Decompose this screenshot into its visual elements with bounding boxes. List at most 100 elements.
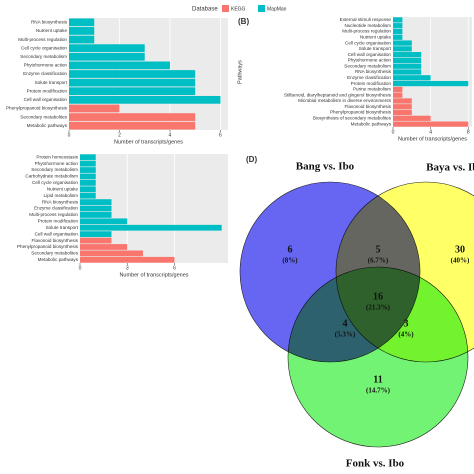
bar [69,44,145,53]
bar [69,95,221,104]
legend-swatch [258,5,265,12]
y-tick-label: Phytohormone action [348,58,392,63]
region-count: 5 [376,244,381,255]
y-tick-label: External stimuli response [340,17,392,22]
y-tick-label: Nucleotide metabolism [345,23,392,28]
legend-title: Database [192,7,218,13]
y-tick-label: Secondary metabolism [31,167,78,172]
x-tick-label: 6 [173,265,176,271]
bar [393,57,422,64]
region-percent: (4%) [398,331,414,339]
bar [80,167,96,173]
y-axis-title: Pathways [237,60,243,84]
y-tick-label: Phytohormone action [24,63,68,68]
legend-swatch [222,5,229,12]
bar [393,98,412,104]
y-tick-label: Phenylpropanoid biosynthesis [330,110,392,115]
bar [393,104,412,110]
bar [69,104,120,113]
bar [69,113,196,121]
panel-label: (D) [246,155,257,164]
bar [393,63,422,69]
bar [69,61,170,70]
region-percent: (5.3%) [335,331,356,339]
bar [69,35,95,44]
region-percent: (21.3%) [366,304,391,312]
y-tick-label: Cell wall organisation [348,52,392,57]
y-tick-label: Cell wall organisation [35,231,79,236]
bar [393,80,469,87]
bar [69,52,145,61]
y-tick-label: Enzyme classification [34,206,78,211]
x-tick-label: 6 [219,132,222,138]
bar [393,121,469,127]
y-tick-label: RNA biosynthesis [31,20,68,25]
bar [80,218,128,225]
bar [80,256,175,263]
bar [69,78,196,87]
y-tick-label: Cell cycle organisation [32,180,78,185]
region-percent: (6.7%) [368,257,389,265]
y-tick-label: Cell wall organisation [24,97,68,102]
y-tick-label: Lipid metabolism [44,193,79,198]
x-tick-label: 8 [467,129,470,135]
set-label: Fonk vs. Ibo [346,458,405,470]
y-tick-label: Nutrient uptake [36,28,68,33]
y-tick-label: Protein homeostasis [36,154,78,159]
bar [80,224,222,231]
y-tick-label: Secondary metabolism [20,54,67,59]
bar [80,173,96,180]
y-tick-label: Cell cycle organisation [21,45,67,50]
region-count: 11 [373,374,382,385]
bar [80,231,112,238]
bar [393,69,422,75]
region-count: 4 [343,318,348,329]
y-tick-label: Protein modification [27,88,68,93]
bar [80,250,143,257]
y-tick-label: Multi-process regulation [29,212,78,217]
x-tick-label: 2 [118,132,121,138]
y-tick-label: Flavonoid biosynthesis [32,238,79,243]
x-axis-title: Number of transcripts/genes [119,272,188,278]
bar [80,179,96,186]
bar [393,109,412,116]
y-tick-label: RNA biosynthesis [355,69,392,74]
bar [69,121,196,130]
bar [80,160,96,167]
x-tick-label: 0 [68,132,71,138]
y-tick-label: Stilbenoid, diarylheptanoid and gingerol… [284,92,392,97]
y-tick-label: Solute transport [46,225,79,230]
bar [69,18,95,27]
y-tick-label: Phytohormone action [35,161,79,166]
y-tick-label: Biosynthesis of secondary metabolites [313,116,392,121]
region-count: 30 [455,244,465,255]
region-percent: (8%) [282,257,298,265]
bar [80,205,112,212]
bar [393,23,403,29]
bar [393,34,403,40]
y-tick-label: Microbial metabolism in diverse environm… [298,98,392,103]
x-axis-title: Number of transcripts/genes [398,136,467,142]
x-tick-label: 3 [126,265,129,271]
bar [69,87,196,96]
bar [69,27,95,35]
x-tick-label: 4 [169,132,172,138]
y-tick-label: Multi-process regulation [342,29,391,34]
bar [393,46,412,52]
bar [393,75,431,81]
bar [393,86,403,92]
y-tick-label: Enzyme classification [347,75,391,80]
bar [393,28,403,35]
set-circle [287,266,469,448]
y-tick-label: Multi-process regulation [18,37,67,42]
x-tick-label: 4 [429,129,432,135]
y-tick-label: Purine metabolism [353,87,391,92]
bar [80,154,96,161]
y-tick-label: Enzyme classification [23,71,67,76]
y-tick-label: Phenylpropanoid biosynthesis [6,106,68,111]
region-percent: (14.7%) [366,387,391,395]
bar [393,92,403,98]
y-tick-label: Protein modification [38,219,79,224]
y-tick-label: Metabolic pathways [38,257,79,262]
